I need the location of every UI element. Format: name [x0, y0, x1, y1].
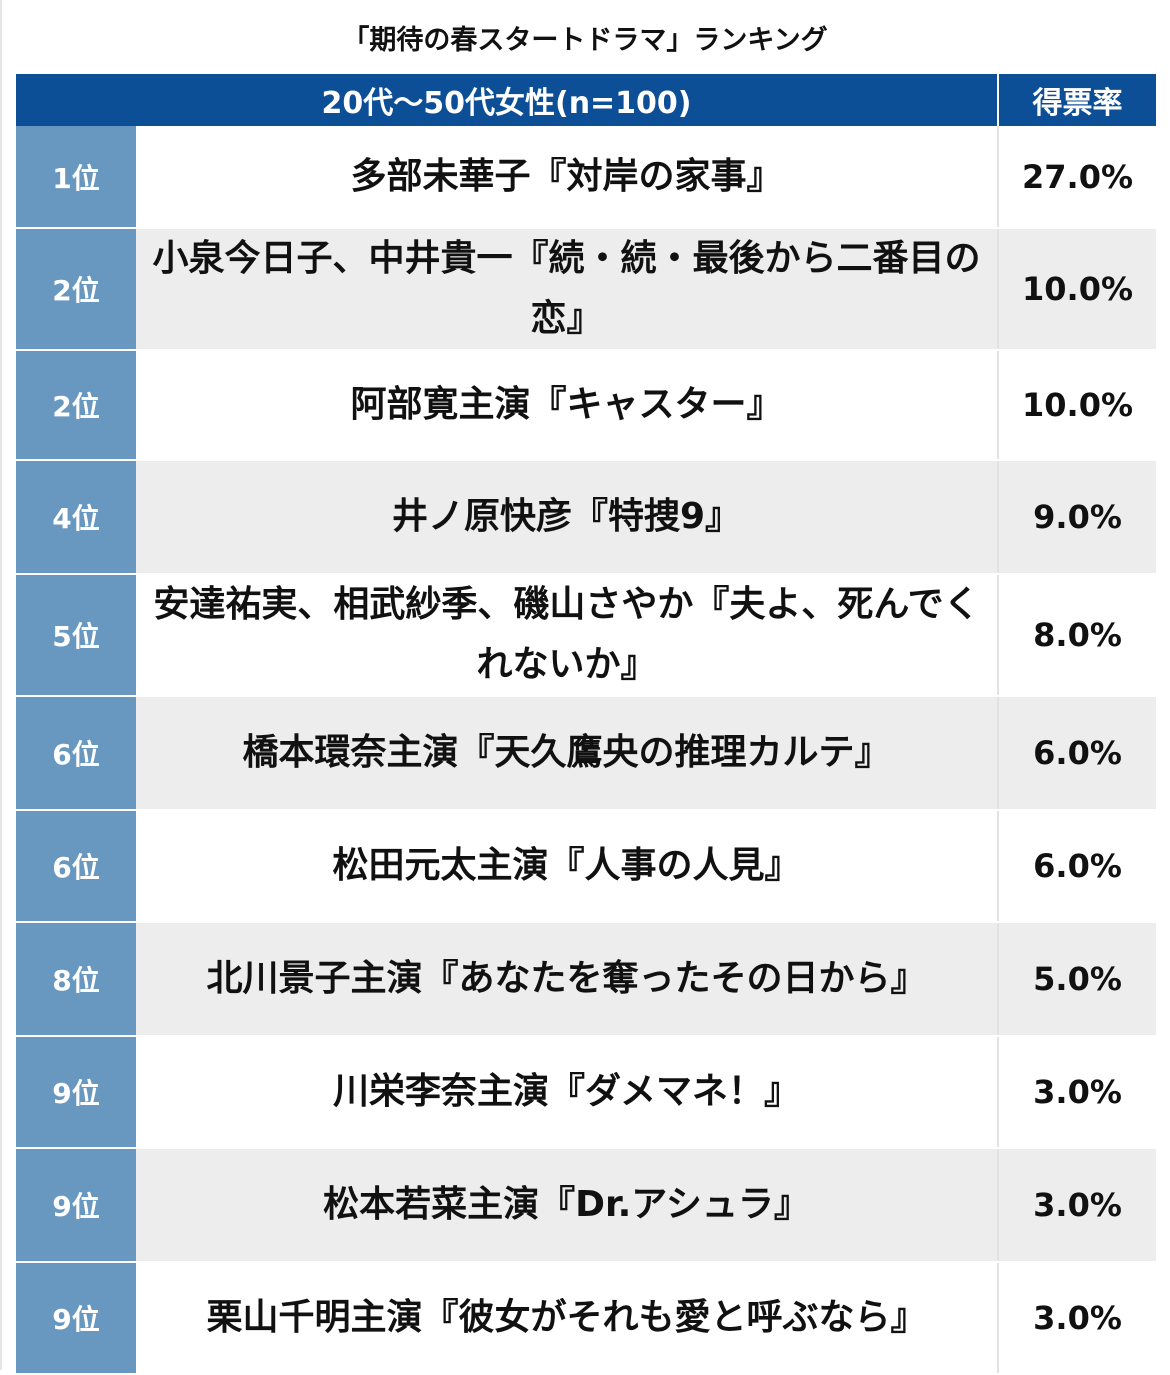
rank-cell: 9位 — [16, 1148, 136, 1263]
table-row: 8位 北川景子主演『あなたを奪ったその日から』 5.0% — [16, 922, 1157, 1037]
left-border-rule — [0, 0, 2, 1370]
vote-rate-cell: 10.0% — [998, 228, 1157, 351]
vote-rate-cell: 6.0% — [998, 810, 1157, 923]
rank-cell: 8位 — [16, 922, 136, 1037]
drama-title-cell: 松田元太主演『人事の人見』 — [136, 810, 1000, 923]
table-row: 9位 松本若菜主演『Dr.アシュラ』 3.0% — [16, 1148, 1157, 1263]
drama-title-cell: 橋本環奈主演『天久鷹央の推理カルテ』 — [136, 696, 1000, 811]
rank-cell: 9位 — [16, 1036, 136, 1149]
table-row: 9位 栗山千明主演『彼女がそれも愛と呼ぶなら』 3.0% — [16, 1262, 1157, 1375]
vote-rate-cell: 5.0% — [998, 922, 1157, 1037]
drama-title-cell: 井ノ原快彦『特捜9』 — [136, 460, 1000, 575]
chart-title: 「期待の春スタートドラマ」ランキング — [342, 24, 828, 56]
table-row: 9位 川栄李奈主演『ダメマネ！』 3.0% — [16, 1036, 1157, 1149]
table-row: 5位 安達祐実、相武紗季、磯山さやか『夫よ、死んでくれないか』 8.0% — [16, 574, 1157, 697]
header-rate-label: 得票率 — [998, 74, 1157, 126]
table-row: 2位 小泉今日子、中井貴一『続・続・最後から二番目の恋』 10.0% — [16, 228, 1157, 351]
drama-title-cell: 安達祐実、相武紗季、磯山さやか『夫よ、死んでくれないか』 — [136, 574, 1000, 697]
drama-title-cell: 川栄李奈主演『ダメマネ！』 — [136, 1036, 1000, 1149]
vote-rate-cell: 3.0% — [998, 1262, 1157, 1375]
rank-cell: 6位 — [16, 696, 136, 811]
vote-rate-cell: 3.0% — [998, 1036, 1157, 1149]
vote-rate-cell: 6.0% — [998, 696, 1157, 811]
rank-cell: 9位 — [16, 1262, 136, 1375]
rank-cell: 2位 — [16, 228, 136, 351]
table-row: 6位 松田元太主演『人事の人見』 6.0% — [16, 810, 1157, 923]
table-body: 1位 多部未華子『対岸の家事』 27.0% 2位 小泉今日子、中井貴一『続・続・最後から… — [16, 126, 1157, 1375]
table-header-row: 20代〜50代女性(n=100) 得票率 — [16, 74, 1157, 126]
vote-rate-cell: 10.0% — [998, 350, 1157, 461]
drama-title-cell: 松本若菜主演『Dr.アシュラ』 — [136, 1148, 1000, 1263]
rank-cell: 6位 — [16, 810, 136, 923]
vote-rate-cell: 27.0% — [998, 126, 1157, 229]
table-row: 2位 阿部寛主演『キャスター』 10.0% — [16, 350, 1157, 461]
drama-title-cell: 栗山千明主演『彼女がそれも愛と呼ぶなら』 — [136, 1262, 1000, 1375]
table-row: 1位 多部未華子『対岸の家事』 27.0% — [16, 126, 1157, 229]
vote-rate-cell: 9.0% — [998, 460, 1157, 575]
drama-title-cell: 多部未華子『対岸の家事』 — [136, 126, 1000, 229]
rank-cell: 4位 — [16, 460, 136, 575]
rank-cell: 2位 — [16, 350, 136, 461]
vote-rate-cell: 3.0% — [998, 1148, 1157, 1263]
vote-rate-cell: 8.0% — [998, 574, 1157, 697]
ranking-table: 20代〜50代女性(n=100) 得票率 1位 多部未華子『対岸の家事』 27.0%… — [16, 74, 1157, 1375]
table-row: 4位 井ノ原快彦『特捜9』 9.0% — [16, 460, 1157, 575]
rank-cell: 1位 — [16, 126, 136, 229]
header-group-label: 20代〜50代女性(n=100) — [16, 74, 1000, 126]
drama-title-cell: 小泉今日子、中井貴一『続・続・最後から二番目の恋』 — [136, 228, 1000, 351]
drama-title-cell: 阿部寛主演『キャスター』 — [136, 350, 1000, 461]
rank-cell: 5位 — [16, 574, 136, 697]
table-row: 6位 橋本環奈主演『天久鷹央の推理カルテ』 6.0% — [16, 696, 1157, 811]
drama-title-cell: 北川景子主演『あなたを奪ったその日から』 — [136, 922, 1000, 1037]
